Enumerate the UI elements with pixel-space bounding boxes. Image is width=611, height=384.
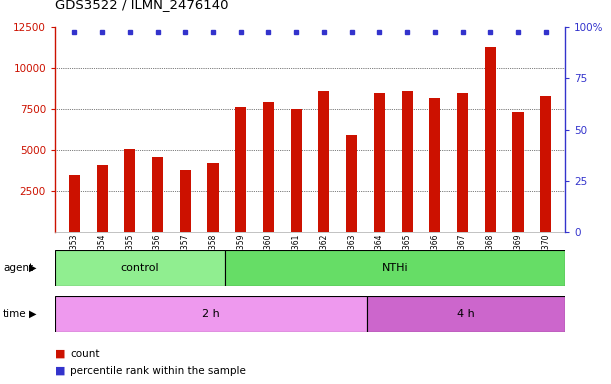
Text: ■: ■ — [55, 349, 69, 359]
Bar — [124, 149, 136, 232]
Bar — [180, 170, 191, 232]
Bar — [346, 135, 357, 232]
Bar — [97, 165, 108, 232]
Bar — [55, 250, 225, 286]
Bar — [401, 91, 412, 232]
Bar — [485, 46, 496, 232]
Text: control: control — [121, 263, 159, 273]
Bar — [291, 109, 302, 232]
Bar — [55, 296, 367, 332]
Text: agent: agent — [3, 263, 33, 273]
Bar — [513, 113, 524, 232]
Bar — [367, 296, 565, 332]
Bar — [69, 175, 80, 232]
Text: 2 h: 2 h — [202, 309, 220, 319]
Text: 4 h: 4 h — [457, 309, 475, 319]
Bar — [318, 91, 329, 232]
Bar — [430, 98, 441, 232]
Bar — [152, 157, 163, 232]
Bar — [540, 96, 551, 232]
Bar — [235, 108, 246, 232]
Text: GDS3522 / ILMN_2476140: GDS3522 / ILMN_2476140 — [55, 0, 229, 12]
Bar — [208, 163, 219, 232]
Text: ▶: ▶ — [29, 263, 37, 273]
Text: NTHi: NTHi — [382, 263, 408, 273]
Text: ▶: ▶ — [29, 309, 37, 319]
Bar — [457, 93, 468, 232]
Text: percentile rank within the sample: percentile rank within the sample — [70, 366, 246, 376]
Text: ■: ■ — [55, 366, 69, 376]
Bar — [225, 250, 565, 286]
Text: count: count — [70, 349, 100, 359]
Bar — [263, 103, 274, 232]
Text: time: time — [3, 309, 27, 319]
Bar — [374, 93, 385, 232]
